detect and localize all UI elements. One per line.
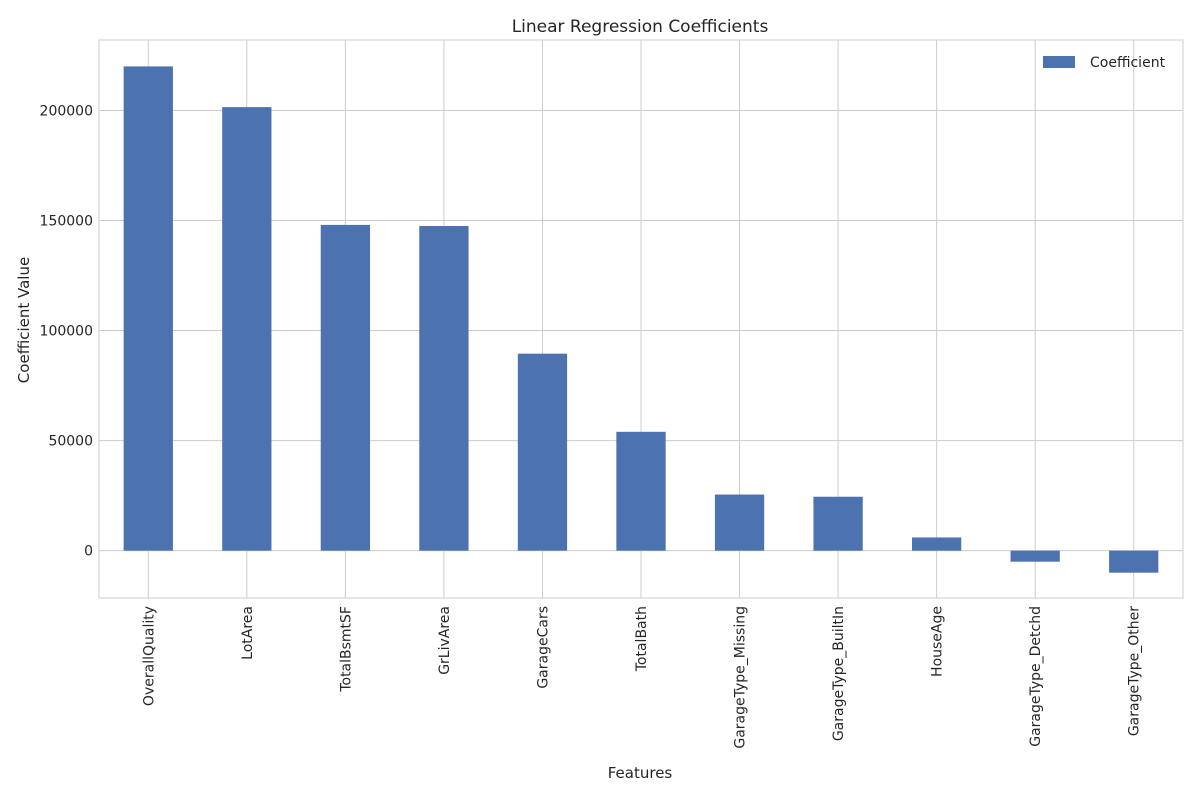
bar-totalbsmtsf [320,224,370,551]
y-tick-labels: 0 50000 100000 150000 200000 [40,103,93,559]
x-tick-labels: OverallQuality LotArea TotalBsmtSF GrLivAre… [141,606,1142,749]
bar-lotarea [222,107,272,551]
x-tick-label: TotalBsmtSF [338,606,354,693]
bar-houseage [912,537,962,551]
x-tick-label: TotalBath [634,606,650,672]
x-tick-label: GarageCars [535,606,551,689]
bar-garagecars [517,353,568,551]
x-tick-label: OverallQuality [141,606,157,706]
x-axis-title: Features [608,764,673,782]
chart-title: Linear Regression Coefficients [512,17,769,37]
y-tick-label: 200000 [40,103,93,119]
legend: Coefficient [1043,55,1166,71]
bar-overallquality [123,66,173,551]
y-tick-label: 100000 [40,324,93,340]
bar-garagetype-detchd [1010,550,1060,562]
x-tick-label: HouseAge [930,606,946,677]
x-tick-label: GarageType_Other [1127,606,1143,736]
legend-swatch [1043,56,1075,68]
x-tick-label: LotArea [240,606,256,660]
x-tick-label: GarageType_Missing [733,606,749,749]
x-tick-label: GrLivArea [437,606,453,675]
bar-garagetype-builtin [813,496,863,551]
x-tick-label: GarageType_Detchd [1028,606,1044,747]
bar-garagetype-missing [714,494,765,551]
y-axis-title: Coefficient Value [15,257,33,383]
bar-garagetype-other [1109,550,1159,573]
plot-frame [98,39,1184,599]
legend-label: Coefficient [1090,55,1166,71]
bars [123,66,1159,573]
y-tick-label: 0 [84,544,93,560]
y-tick-label: 150000 [40,213,93,229]
y-tick-label: 50000 [48,434,93,450]
x-tick-label: GarageType_BuiltIn [831,606,847,741]
bar-grlivarea [419,226,469,551]
bar-totalbath [616,431,666,551]
